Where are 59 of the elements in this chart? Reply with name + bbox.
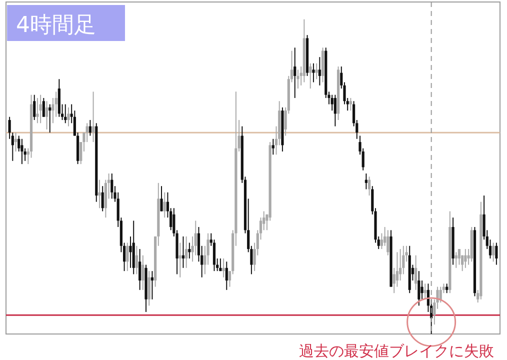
candlestick xyxy=(294,47,296,98)
candlestick xyxy=(86,122,88,143)
candlestick xyxy=(458,248,461,266)
candlestick xyxy=(330,94,334,112)
candlestick xyxy=(182,236,185,268)
candlestick xyxy=(334,94,336,127)
candlestick xyxy=(349,97,352,112)
candlestick xyxy=(88,120,92,136)
candlestick xyxy=(126,242,129,272)
candlestick xyxy=(272,138,274,156)
candlestick xyxy=(312,62,315,83)
candlestick xyxy=(446,283,448,294)
candlestick xyxy=(178,242,182,278)
candlestick xyxy=(315,62,318,80)
candlestick xyxy=(39,94,42,124)
candlestick xyxy=(386,230,390,256)
candlestick xyxy=(309,62,312,90)
candlestick xyxy=(142,254,144,290)
candlestick xyxy=(92,91,95,143)
candlestick xyxy=(42,97,45,118)
candlestick xyxy=(364,173,368,190)
candlestick xyxy=(454,252,458,268)
candlestick xyxy=(33,94,36,121)
candlestick xyxy=(492,242,495,262)
candlestick xyxy=(14,132,18,152)
candlestick xyxy=(45,100,48,130)
candlestick xyxy=(414,254,418,290)
candlestick xyxy=(64,104,67,124)
candlestick xyxy=(439,286,442,304)
candlestick xyxy=(110,173,114,200)
candlestick xyxy=(160,186,163,212)
candlestick xyxy=(318,56,321,86)
candlestick xyxy=(464,248,467,268)
candlestick xyxy=(138,248,142,290)
candlestick xyxy=(225,261,228,290)
candlestick xyxy=(129,236,132,268)
candlestick xyxy=(148,270,150,306)
candlestick xyxy=(222,258,225,278)
candlestick xyxy=(296,69,300,90)
candlestick xyxy=(135,245,138,275)
candlestick xyxy=(150,270,154,300)
candlestick xyxy=(80,142,82,165)
candlestick xyxy=(188,242,191,259)
candlestick xyxy=(185,236,188,268)
candlestick xyxy=(163,192,166,218)
candlestick xyxy=(20,138,24,165)
candlestick xyxy=(418,270,420,306)
candlestick xyxy=(219,258,222,272)
candlestick xyxy=(420,280,424,300)
text: 過去の最安値ブレイクに失敗 xyxy=(299,342,494,360)
candlestick xyxy=(36,97,39,124)
candlestick xyxy=(98,179,101,209)
candlestick xyxy=(48,104,52,134)
chart-title: 4時間足 xyxy=(16,13,96,38)
candlestick xyxy=(424,283,426,300)
candlestick xyxy=(495,242,498,266)
candlestick xyxy=(368,176,371,196)
candlestick xyxy=(101,186,104,212)
candlestick xyxy=(67,106,70,127)
